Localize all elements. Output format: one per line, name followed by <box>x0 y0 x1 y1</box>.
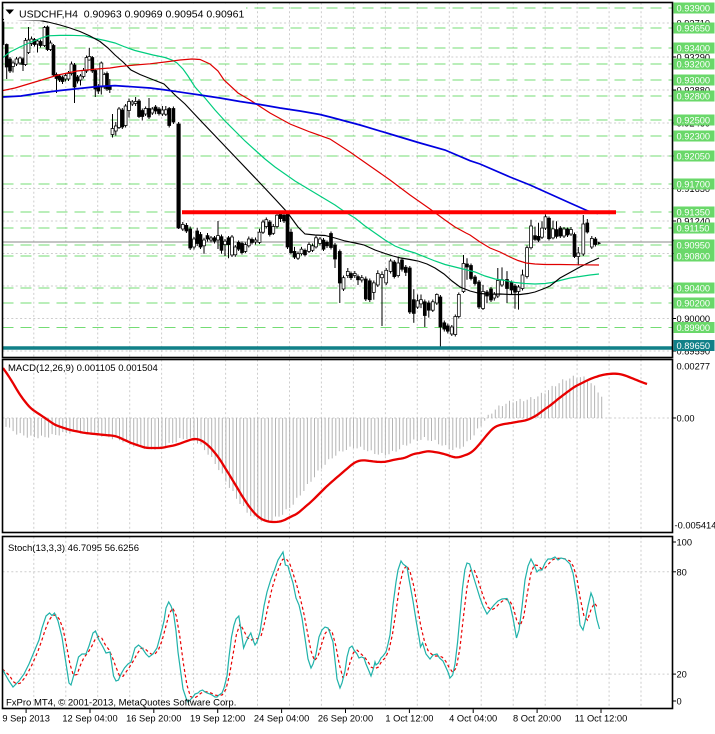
svg-text:0: 0 <box>677 697 682 707</box>
svg-text:0.90200: 0.90200 <box>677 299 711 309</box>
svg-text:8 Oct 20:00: 8 Oct 20:00 <box>513 714 561 724</box>
svg-text:0.93200: 0.93200 <box>677 60 711 70</box>
svg-text:-0.005414: -0.005414 <box>675 521 715 531</box>
svg-text:0.93000: 0.93000 <box>677 76 711 86</box>
svg-text:0.00: 0.00 <box>677 414 695 424</box>
svg-text:0.91150: 0.91150 <box>677 224 710 234</box>
svg-text:0.89900: 0.89900 <box>677 323 711 333</box>
svg-text:0.93900: 0.93900 <box>677 4 711 14</box>
svg-text:19 Sep 12:00: 19 Sep 12:00 <box>190 714 245 724</box>
svg-text:0.00277: 0.00277 <box>677 362 711 372</box>
svg-text:0.91350: 0.91350 <box>677 208 711 218</box>
svg-text:11 Oct 12:00: 11 Oct 12:00 <box>575 714 628 724</box>
svg-text:0.92050: 0.92050 <box>677 152 711 162</box>
svg-text:16 Sep 20:00: 16 Sep 20:00 <box>126 714 181 724</box>
svg-text:26 Sep 20:00: 26 Sep 20:00 <box>318 714 373 724</box>
svg-text:9 Sep 2013: 9 Sep 2013 <box>2 714 50 724</box>
svg-text:FxPro MT4, © 2001-2013, MetaQu: FxPro MT4, © 2001-2013, MetaQuotes Softw… <box>6 698 236 709</box>
svg-text:0.92300: 0.92300 <box>677 132 711 142</box>
svg-text:0.93400: 0.93400 <box>677 44 711 54</box>
svg-text:100: 100 <box>677 538 693 548</box>
svg-text:MACD(12,26,9) 0.001105 0.00150: MACD(12,26,9) 0.001105 0.001504 <box>8 363 158 374</box>
svg-text:1 Oct 12:00: 1 Oct 12:00 <box>385 714 433 724</box>
svg-text:USDCHF,H4 0.90963 0.90969 0.9: USDCHF,H4 0.90963 0.90969 0.90954 0.9096… <box>19 9 244 21</box>
svg-text:12 Sep 04:00: 12 Sep 04:00 <box>62 714 117 724</box>
svg-text:4 Oct 04:00: 4 Oct 04:00 <box>449 714 497 724</box>
svg-text:0.89650: 0.89650 <box>677 341 711 351</box>
svg-text:24 Sep 04:00: 24 Sep 04:00 <box>254 714 309 724</box>
svg-text:0.92800: 0.92800 <box>677 92 711 102</box>
svg-text:0.90800: 0.90800 <box>677 252 711 262</box>
svg-text:20: 20 <box>677 670 687 680</box>
svg-text:0.90400: 0.90400 <box>677 284 711 294</box>
svg-text:80: 80 <box>677 567 687 577</box>
svg-text:0.93650: 0.93650 <box>677 24 711 34</box>
svg-text:0.91700: 0.91700 <box>677 180 711 190</box>
svg-text:0.90950: 0.90950 <box>677 241 711 251</box>
svg-text:Stoch(13,3,3) 46.7095 56.6256: Stoch(13,3,3) 46.7095 56.6256 <box>8 543 139 554</box>
svg-text:0.92500: 0.92500 <box>677 116 711 126</box>
